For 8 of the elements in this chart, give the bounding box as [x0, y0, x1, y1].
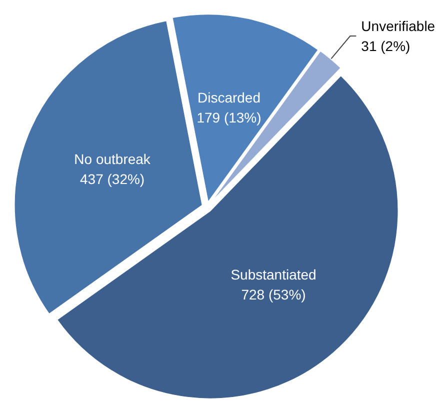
data-label: 179 (13%)	[196, 109, 262, 126]
slice-label: Substantiated	[230, 266, 316, 282]
slice-label: No outbreak	[74, 151, 152, 168]
slice-label: Unverifiable	[361, 18, 436, 34]
data-label: 437 (32%)	[80, 171, 145, 188]
data-label: 728 (53%)	[241, 286, 306, 302]
slice-label: Discarded	[197, 89, 261, 106]
data-label: 31 (2%)	[361, 38, 410, 54]
